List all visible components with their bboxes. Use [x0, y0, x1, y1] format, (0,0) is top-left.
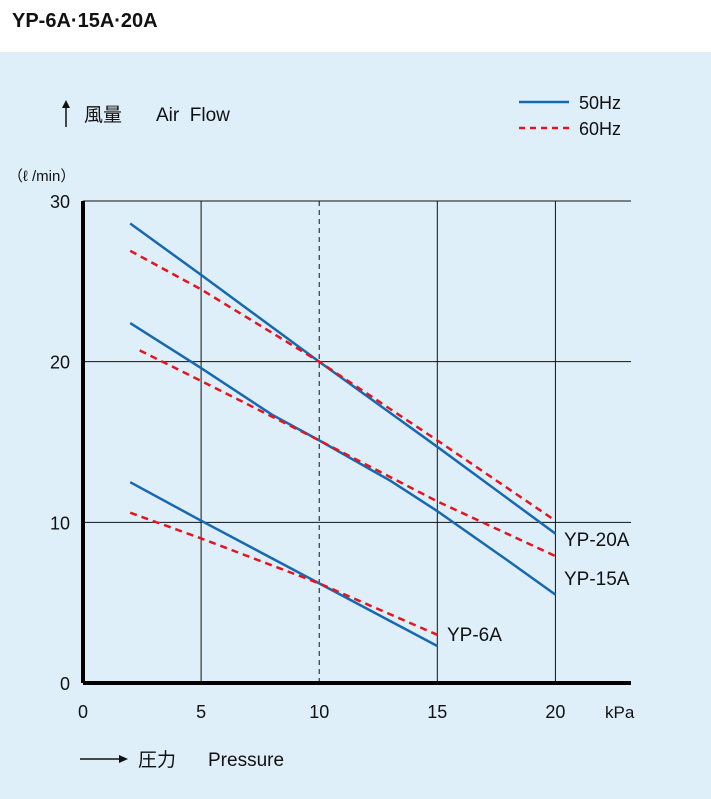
x-tick-label-20: 20	[545, 702, 565, 722]
up-arrow-icon	[62, 100, 70, 108]
chart-title: YP-6A·15A·20A	[12, 10, 158, 32]
x-tick-label-0: 0	[78, 702, 88, 722]
grid	[83, 200, 631, 683]
y-tick-label-30: 30	[50, 192, 70, 212]
x-tick-labels: 0 5 10 15 20	[78, 702, 565, 722]
y-axis-title: 風量 Air Flow （ℓ /min）	[8, 100, 230, 185]
y-tick-labels: 0 10 20 30	[50, 192, 70, 694]
axes	[81, 201, 631, 685]
x-tick-label-5: 5	[196, 702, 206, 722]
series-line-yp-15a-50hz	[129, 322, 557, 596]
legend: 50Hz 60Hz	[519, 93, 621, 139]
chart-background	[0, 52, 711, 799]
x-axis-label-jp: 圧力	[138, 749, 176, 771]
y-axis-label-jp: 風量	[84, 105, 122, 126]
y-axis-unit: （ℓ /min）	[8, 168, 75, 185]
right-arrow-icon	[119, 755, 128, 763]
x-tick-label-15: 15	[427, 702, 447, 722]
series-label-yp-15a: YP-15A	[564, 569, 630, 590]
y-tick-label-10: 10	[50, 513, 70, 533]
y-tick-label-20: 20	[50, 353, 70, 373]
x-axis-label-en: Pressure	[208, 750, 284, 771]
series-label-yp-6a: YP-6A	[447, 625, 502, 646]
series-line-yp-6a-60hz	[129, 511, 438, 636]
legend-label-60hz: 60Hz	[579, 119, 621, 139]
y-axis-label-en: Air Flow	[156, 105, 230, 126]
y-tick-label-0: 0	[60, 674, 70, 694]
series-label-yp-20a: YP-20A	[564, 530, 630, 551]
x-tick-label-10: 10	[309, 702, 329, 722]
legend-label-50hz: 50Hz	[579, 93, 621, 113]
x-axis-title: 圧力 Pressure	[80, 749, 284, 771]
series-line-yp-20a-60hz	[129, 249, 557, 522]
series-line-yp-6a-50hz	[129, 481, 438, 648]
series-line-yp-15a-60hz	[139, 349, 556, 558]
x-axis-unit: kPa	[605, 703, 635, 722]
series-labels: YP-20A YP-15A YP-6A	[447, 530, 630, 646]
series-lines	[129, 222, 557, 648]
